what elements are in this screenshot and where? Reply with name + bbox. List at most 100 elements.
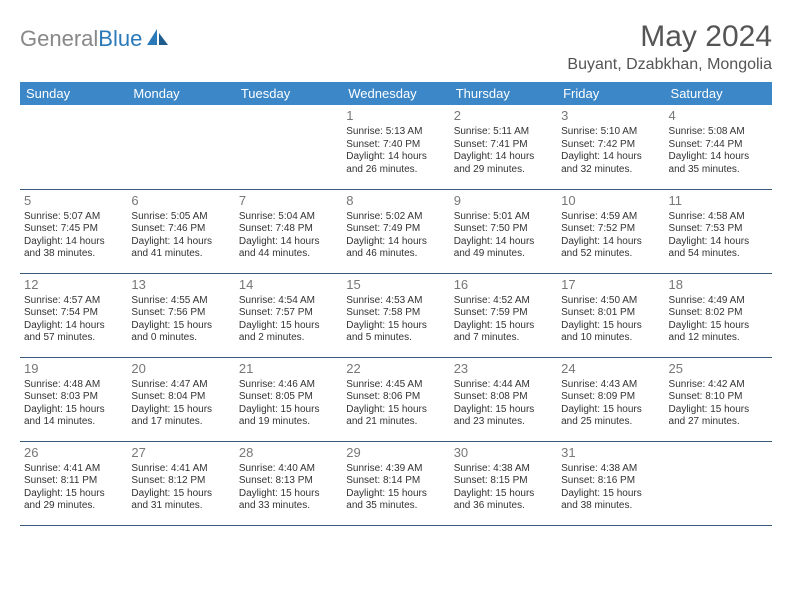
calendar-day-cell: 29Sunrise: 4:39 AMSunset: 8:14 PMDayligh… bbox=[342, 441, 449, 525]
calendar-week-row: 5Sunrise: 5:07 AMSunset: 7:45 PMDaylight… bbox=[20, 189, 772, 273]
weekday-header: Wednesday bbox=[342, 82, 449, 105]
sunrise-line: Sunrise: 5:02 AM bbox=[346, 211, 445, 224]
calendar-day-cell: 25Sunrise: 4:42 AMSunset: 8:10 PMDayligh… bbox=[665, 357, 772, 441]
location-text: Buyant, Dzabkhan, Mongolia bbox=[567, 56, 772, 74]
day-number: 29 bbox=[346, 445, 445, 461]
sunrise-line: Sunrise: 4:45 AM bbox=[346, 379, 445, 392]
calendar-day-cell: 28Sunrise: 4:40 AMSunset: 8:13 PMDayligh… bbox=[235, 441, 342, 525]
day-number: 8 bbox=[346, 193, 445, 209]
sunset-line: Sunset: 7:52 PM bbox=[561, 223, 660, 236]
weekday-header: Sunday bbox=[20, 82, 127, 105]
sunrise-line: Sunrise: 4:42 AM bbox=[669, 379, 768, 392]
calendar-day-cell: 31Sunrise: 4:38 AMSunset: 8:16 PMDayligh… bbox=[557, 441, 664, 525]
brand-sail-icon bbox=[147, 29, 169, 52]
daylight-line: Daylight: 14 hours and 32 minutes. bbox=[561, 151, 660, 176]
day-number: 6 bbox=[131, 193, 230, 209]
day-number: 20 bbox=[131, 361, 230, 377]
day-number: 18 bbox=[669, 277, 768, 293]
sunrise-line: Sunrise: 4:41 AM bbox=[24, 463, 123, 476]
day-number: 5 bbox=[24, 193, 123, 209]
sunset-line: Sunset: 7:44 PM bbox=[669, 139, 768, 152]
calendar-day-cell: 8Sunrise: 5:02 AMSunset: 7:49 PMDaylight… bbox=[342, 189, 449, 273]
day-number: 21 bbox=[239, 361, 338, 377]
daylight-line: Daylight: 15 hours and 14 minutes. bbox=[24, 404, 123, 429]
calendar-day-cell: 18Sunrise: 4:49 AMSunset: 8:02 PMDayligh… bbox=[665, 273, 772, 357]
sunset-line: Sunset: 8:10 PM bbox=[669, 391, 768, 404]
daylight-line: Daylight: 15 hours and 38 minutes. bbox=[561, 488, 660, 513]
sunrise-line: Sunrise: 4:55 AM bbox=[131, 295, 230, 308]
day-number: 24 bbox=[561, 361, 660, 377]
daylight-line: Daylight: 15 hours and 7 minutes. bbox=[454, 320, 553, 345]
daylight-line: Daylight: 15 hours and 10 minutes. bbox=[561, 320, 660, 345]
daylight-line: Daylight: 14 hours and 54 minutes. bbox=[669, 236, 768, 261]
sunset-line: Sunset: 7:45 PM bbox=[24, 223, 123, 236]
sunrise-line: Sunrise: 5:13 AM bbox=[346, 126, 445, 139]
calendar-day-cell: 15Sunrise: 4:53 AMSunset: 7:58 PMDayligh… bbox=[342, 273, 449, 357]
day-number: 4 bbox=[669, 108, 768, 124]
day-number: 28 bbox=[239, 445, 338, 461]
sunrise-line: Sunrise: 4:43 AM bbox=[561, 379, 660, 392]
sunrise-line: Sunrise: 4:46 AM bbox=[239, 379, 338, 392]
calendar-day-cell: 20Sunrise: 4:47 AMSunset: 8:04 PMDayligh… bbox=[127, 357, 234, 441]
day-number: 23 bbox=[454, 361, 553, 377]
sunset-line: Sunset: 7:53 PM bbox=[669, 223, 768, 236]
sunset-line: Sunset: 7:50 PM bbox=[454, 223, 553, 236]
calendar-day-cell: 5 Sunrise: 5:07 AMSunset: 7:45 PMDaylight… bbox=[20, 189, 127, 273]
daylight-line: Daylight: 14 hours and 44 minutes. bbox=[239, 236, 338, 261]
sunset-line: Sunset: 7:41 PM bbox=[454, 139, 553, 152]
brand-logo: General Blue bbox=[20, 26, 169, 52]
calendar-day-cell bbox=[665, 441, 772, 525]
calendar-day-cell: 22Sunrise: 4:45 AMSunset: 8:06 PMDayligh… bbox=[342, 357, 449, 441]
sunrise-line: Sunrise: 4:38 AM bbox=[454, 463, 553, 476]
sunset-line: Sunset: 8:06 PM bbox=[346, 391, 445, 404]
calendar-day-cell: 17Sunrise: 4:50 AMSunset: 8:01 PMDayligh… bbox=[557, 273, 664, 357]
sunset-line: Sunset: 7:57 PM bbox=[239, 307, 338, 320]
sunset-line: Sunset: 8:13 PM bbox=[239, 475, 338, 488]
calendar-day-cell: 10Sunrise: 4:59 AMSunset: 7:52 PMDayligh… bbox=[557, 189, 664, 273]
daylight-line: Daylight: 14 hours and 26 minutes. bbox=[346, 151, 445, 176]
calendar-day-cell: 16Sunrise: 4:52 AMSunset: 7:59 PMDayligh… bbox=[450, 273, 557, 357]
weekday-header: Thursday bbox=[450, 82, 557, 105]
daylight-line: Daylight: 15 hours and 31 minutes. bbox=[131, 488, 230, 513]
calendar-page: General Blue May 2024 Buyant, Dzabkhan, … bbox=[0, 0, 792, 536]
calendar-day-cell bbox=[127, 105, 234, 189]
sunrise-line: Sunrise: 5:04 AM bbox=[239, 211, 338, 224]
daylight-line: Daylight: 14 hours and 38 minutes. bbox=[24, 236, 123, 261]
weekday-header: Friday bbox=[557, 82, 664, 105]
daylight-line: Daylight: 14 hours and 35 minutes. bbox=[669, 151, 768, 176]
brand-text-blue: Blue bbox=[98, 26, 142, 52]
sunset-line: Sunset: 7:42 PM bbox=[561, 139, 660, 152]
calendar-day-cell bbox=[20, 105, 127, 189]
daylight-line: Daylight: 15 hours and 23 minutes. bbox=[454, 404, 553, 429]
sunrise-line: Sunrise: 5:07 AM bbox=[24, 211, 123, 224]
sunrise-line: Sunrise: 4:47 AM bbox=[131, 379, 230, 392]
calendar-day-cell: 14Sunrise: 4:54 AMSunset: 7:57 PMDayligh… bbox=[235, 273, 342, 357]
daylight-line: Daylight: 15 hours and 19 minutes. bbox=[239, 404, 338, 429]
sunset-line: Sunset: 8:02 PM bbox=[669, 307, 768, 320]
sunset-line: Sunset: 7:59 PM bbox=[454, 307, 553, 320]
sunset-line: Sunset: 8:03 PM bbox=[24, 391, 123, 404]
weekday-header: Tuesday bbox=[235, 82, 342, 105]
calendar-day-cell: 23Sunrise: 4:44 AMSunset: 8:08 PMDayligh… bbox=[450, 357, 557, 441]
day-number: 12 bbox=[24, 277, 123, 293]
calendar-day-cell: 19 Sunrise: 4:48 AMSunset: 8:03 PMDayligh… bbox=[20, 357, 127, 441]
calendar-day-cell: 30Sunrise: 4:38 AMSunset: 8:15 PMDayligh… bbox=[450, 441, 557, 525]
sunset-line: Sunset: 7:54 PM bbox=[24, 307, 123, 320]
sunrise-line: Sunrise: 5:05 AM bbox=[131, 211, 230, 224]
sunrise-line: Sunrise: 5:10 AM bbox=[561, 126, 660, 139]
weekday-header: Saturday bbox=[665, 82, 772, 105]
calendar-head: SundayMondayTuesdayWednesdayThursdayFrid… bbox=[20, 82, 772, 105]
header: General Blue May 2024 Buyant, Dzabkhan, … bbox=[20, 20, 772, 74]
day-number: 19 bbox=[24, 361, 123, 377]
sunrise-line: Sunrise: 5:01 AM bbox=[454, 211, 553, 224]
sunset-line: Sunset: 8:09 PM bbox=[561, 391, 660, 404]
day-number: 31 bbox=[561, 445, 660, 461]
sunrise-line: Sunrise: 4:48 AM bbox=[24, 379, 123, 392]
daylight-line: Daylight: 15 hours and 12 minutes. bbox=[669, 320, 768, 345]
daylight-line: Daylight: 15 hours and 17 minutes. bbox=[131, 404, 230, 429]
sunset-line: Sunset: 7:40 PM bbox=[346, 139, 445, 152]
sunrise-line: Sunrise: 4:53 AM bbox=[346, 295, 445, 308]
sunset-line: Sunset: 8:14 PM bbox=[346, 475, 445, 488]
daylight-line: Daylight: 14 hours and 52 minutes. bbox=[561, 236, 660, 261]
sunrise-line: Sunrise: 4:40 AM bbox=[239, 463, 338, 476]
